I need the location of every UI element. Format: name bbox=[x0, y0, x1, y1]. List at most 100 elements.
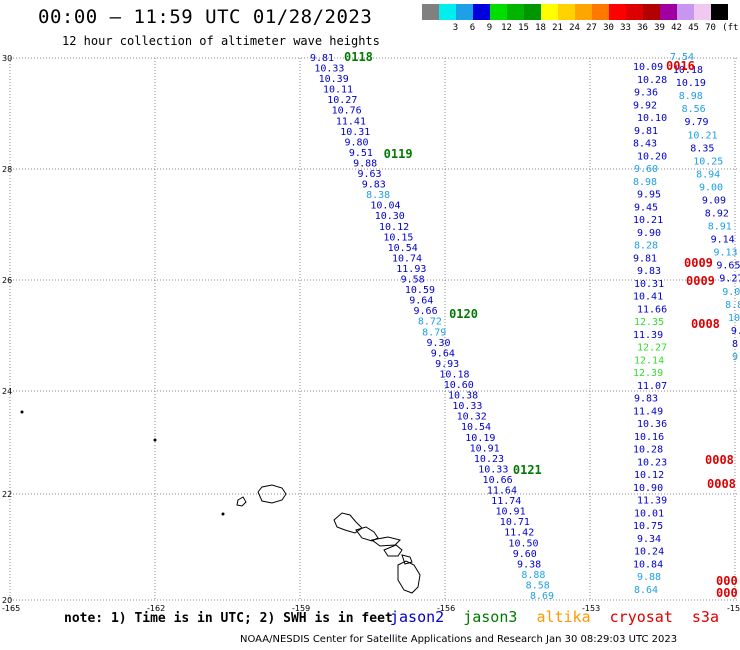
legend-swatch bbox=[609, 4, 626, 20]
swh-value: 10.28 bbox=[633, 445, 663, 456]
swh-value: 9.13 bbox=[714, 248, 738, 259]
swh-value: 10.11 bbox=[323, 85, 353, 96]
swh-value: 10.12 bbox=[634, 470, 664, 481]
swh-value: 9.83 bbox=[637, 266, 661, 277]
island-outline bbox=[257, 484, 287, 504]
swh-value: 10.25 bbox=[693, 156, 723, 167]
swh-value: 10.19 bbox=[465, 433, 495, 444]
satellite-track-2: 10.0910.289.369.9210.109.818.4310.209.60… bbox=[633, 52, 740, 600]
swh-value: 10.39 bbox=[319, 74, 349, 85]
legend-swatch bbox=[507, 4, 524, 20]
legend-label: 6 bbox=[469, 23, 476, 33]
axis-labels: 30 28 26 24 22 20-165 -162 -159 -156 -153 -150 bbox=[2, 54, 740, 613]
swh-value: 10.33 bbox=[314, 64, 344, 75]
legend-unit: (ft) bbox=[722, 23, 740, 33]
swh-value: 10.75 bbox=[633, 521, 663, 532]
legend-swatch bbox=[422, 4, 439, 20]
legend-swatch bbox=[558, 4, 575, 20]
swh-value: 10.54 bbox=[388, 243, 418, 254]
swh-value: 8.92 bbox=[705, 209, 729, 220]
legend-swatch bbox=[711, 4, 728, 20]
legend-swatch bbox=[643, 4, 660, 20]
swh-value: 10.76 bbox=[332, 106, 362, 117]
swh-value: 9 bbox=[732, 352, 738, 363]
swh-value: 10.31 bbox=[340, 127, 370, 138]
swh-value: 9.60 bbox=[634, 164, 658, 175]
swh-value: 9.14 bbox=[711, 235, 735, 246]
swh-value: 9.45 bbox=[634, 202, 658, 213]
swh-value: 10.33 bbox=[452, 401, 482, 412]
swh-value: 9.64 bbox=[431, 348, 455, 359]
island-outline bbox=[397, 560, 421, 594]
swh-value: 9. bbox=[731, 326, 740, 337]
swh-value: 10.24 bbox=[634, 547, 664, 558]
lat-lon-grid bbox=[9, 57, 738, 601]
sat-altika: altika bbox=[536, 608, 591, 626]
swh-value: 9.30 bbox=[426, 338, 450, 349]
satellite-track-1: 9.8110.3310.3910.1110.2710.7611.4110.319… bbox=[310, 50, 554, 602]
swh-value: 8.69 bbox=[530, 591, 554, 602]
swh-value: 10.91 bbox=[470, 443, 500, 454]
legend-label: 3 bbox=[452, 23, 459, 33]
swh-value: 9.36 bbox=[634, 88, 658, 99]
legend-swatch bbox=[575, 4, 592, 20]
legend-label: 30 bbox=[603, 23, 614, 33]
lat-tick-label: 28 bbox=[2, 165, 12, 174]
swh-value: 10.0 bbox=[728, 313, 740, 324]
swh-value: 10.21 bbox=[687, 130, 717, 141]
swh-value: 8.98 bbox=[633, 177, 657, 188]
swh-value: 8. bbox=[732, 339, 740, 350]
legend-swatch bbox=[439, 4, 456, 20]
swh-value: 9.38 bbox=[517, 559, 541, 570]
swh-value: 8.35 bbox=[690, 143, 714, 154]
swh-value: 11.74 bbox=[491, 496, 521, 507]
lon-tick-label: -159 bbox=[292, 604, 310, 613]
swh-value: 9.81 bbox=[634, 126, 658, 137]
pass-id: 0118 bbox=[344, 50, 373, 64]
pass-id: 0121 bbox=[513, 463, 542, 477]
lon-tick-label: -162 bbox=[147, 604, 165, 613]
island-outline bbox=[370, 536, 401, 547]
swh-value: 8.88 bbox=[521, 570, 545, 581]
legend-label: 70 bbox=[705, 23, 716, 33]
swh-value: 9.88 bbox=[353, 158, 377, 169]
swh-value: 11.64 bbox=[487, 486, 517, 497]
lat-tick-label: 22 bbox=[2, 490, 12, 499]
legend-label: 39 bbox=[654, 23, 665, 33]
swh-value: 11.39 bbox=[633, 330, 663, 341]
pass-id: 0016 bbox=[666, 59, 695, 73]
swh-value: 9.81 bbox=[310, 53, 334, 64]
swh-value: 10.12 bbox=[379, 222, 409, 233]
swh-value: 10.18 bbox=[439, 369, 469, 380]
swh-value: 9.00 bbox=[699, 182, 723, 193]
island-outline bbox=[333, 512, 363, 534]
swh-value: 8.28 bbox=[634, 241, 658, 252]
swh-value: 9.06 bbox=[722, 287, 740, 298]
swh-value: 10.66 bbox=[483, 475, 513, 486]
pass-id: 0120 bbox=[449, 307, 478, 321]
swh-value: 8.98 bbox=[679, 91, 703, 102]
legend-swatch bbox=[524, 4, 541, 20]
swh-value: 9.63 bbox=[357, 169, 381, 180]
swh-value: 10.50 bbox=[508, 538, 538, 549]
swh-value: 12.35 bbox=[634, 317, 664, 328]
swh-value: 10.15 bbox=[383, 232, 413, 243]
legend-swatch bbox=[626, 4, 643, 20]
swh-value: 8.38 bbox=[366, 190, 390, 201]
swh-value: 8.64 bbox=[634, 585, 658, 596]
swh-value: 12.14 bbox=[634, 355, 664, 366]
island-outline bbox=[355, 526, 379, 542]
swh-value: 10.09 bbox=[633, 62, 663, 73]
swh-value: 10.10 bbox=[637, 113, 667, 124]
island-outline bbox=[236, 496, 247, 507]
hawaii-islands bbox=[20, 410, 421, 594]
swh-value: 9.66 bbox=[414, 306, 438, 317]
swh-value: 9.93 bbox=[435, 359, 459, 370]
swh-value: 12.39 bbox=[633, 368, 663, 379]
swh-value: 10.84 bbox=[633, 559, 663, 570]
swh-value: 10.54 bbox=[461, 422, 491, 433]
swh-value: 8.72 bbox=[418, 317, 442, 328]
swh-value: 10.41 bbox=[633, 292, 663, 303]
legend-swatch bbox=[660, 4, 677, 20]
